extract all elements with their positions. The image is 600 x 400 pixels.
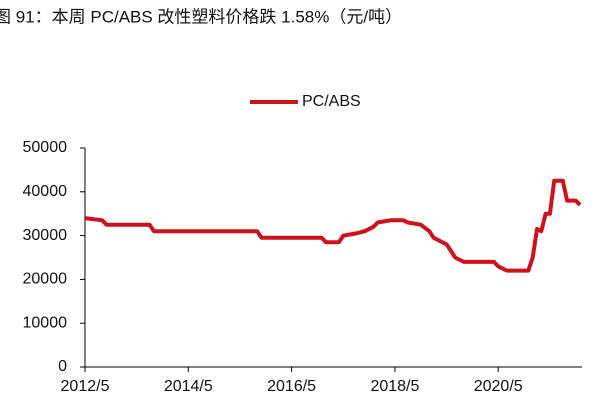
chart-title: 图 91：本周 PC/ABS 改性塑料价格跌 1.58%（元/吨） [0, 7, 402, 26]
y-tick-label: 30000 [23, 227, 68, 244]
legend-label: PC/ABS [302, 93, 361, 110]
y-tick-label: 50000 [23, 139, 68, 156]
x-tick-label: 2012/5 [61, 378, 110, 395]
y-tick-label: 40000 [23, 183, 68, 200]
y-tick-label: 0 [58, 358, 67, 375]
y-tick-label: 20000 [23, 271, 68, 288]
x-tick-label: 2020/5 [474, 378, 523, 395]
x-tick-label: 2018/5 [370, 378, 419, 395]
y-tick-label: 10000 [23, 314, 68, 331]
data-line [84, 178, 582, 273]
x-tick-label: 2016/5 [267, 378, 316, 395]
x-tick-label: 2014/5 [164, 378, 213, 395]
